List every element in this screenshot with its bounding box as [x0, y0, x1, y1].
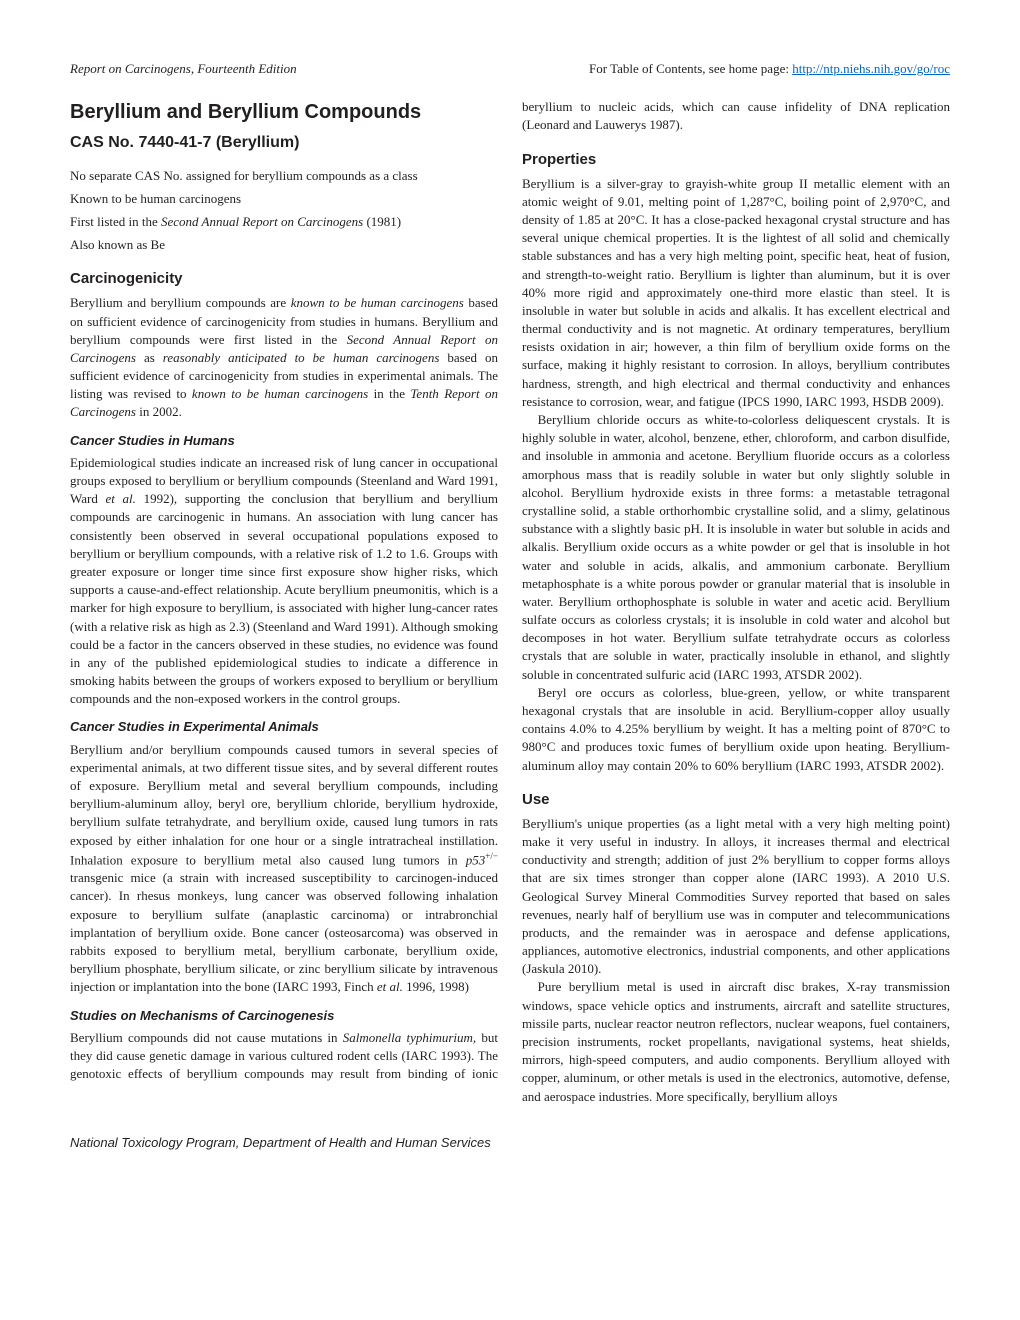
content-columns: Beryllium and Beryllium Compounds CAS No…	[70, 98, 950, 1106]
use-p2: Pure beryllium metal is used in aircraft…	[522, 978, 950, 1105]
page-title: Beryllium and Beryllium Compounds	[70, 98, 498, 126]
header-left: Report on Carcinogens, Fourteenth Editio…	[70, 60, 297, 78]
animals-p1: Beryllium and/or beryllium compounds cau…	[70, 741, 498, 997]
animals-heading: Cancer Studies in Experimental Animals	[70, 718, 498, 736]
humans-heading: Cancer Studies in Humans	[70, 432, 498, 450]
page-footer: National Toxicology Program, Department …	[70, 1134, 950, 1152]
intro-line-1: No separate CAS No. assigned for berylli…	[70, 167, 498, 185]
properties-heading: Properties	[522, 149, 950, 170]
properties-p2: Beryllium chloride occurs as white-to-co…	[522, 411, 950, 684]
mechanisms-heading: Studies on Mechanisms of Carcinogenesis	[70, 1007, 498, 1025]
carcinogenicity-heading: Carcinogenicity	[70, 268, 498, 289]
page-header: Report on Carcinogens, Fourteenth Editio…	[70, 60, 950, 78]
intro-line-2: Known to be human carcinogens	[70, 190, 498, 208]
header-right: For Table of Contents, see home page: ht…	[589, 60, 950, 78]
humans-p1: Epidemiological studies indicate an incr…	[70, 454, 498, 709]
carcinogenicity-p1: Beryllium and beryllium compounds are kn…	[70, 294, 498, 421]
intro-line-3: First listed in the Second Annual Report…	[70, 213, 498, 231]
use-heading: Use	[522, 789, 950, 810]
properties-p3: Beryl ore occurs as colorless, blue-gree…	[522, 684, 950, 775]
intro-line-4: Also known as Be	[70, 236, 498, 254]
toc-link[interactable]: http://ntp.niehs.nih.gov/go/roc	[792, 61, 950, 76]
cas-number: CAS No. 7440-41-7 (Beryllium)	[70, 132, 498, 154]
toc-label: For Table of Contents, see home page:	[589, 61, 792, 76]
use-p1: Beryllium's unique properties (as a ligh…	[522, 815, 950, 979]
properties-p1: Beryllium is a silver-gray to grayish-wh…	[522, 175, 950, 411]
